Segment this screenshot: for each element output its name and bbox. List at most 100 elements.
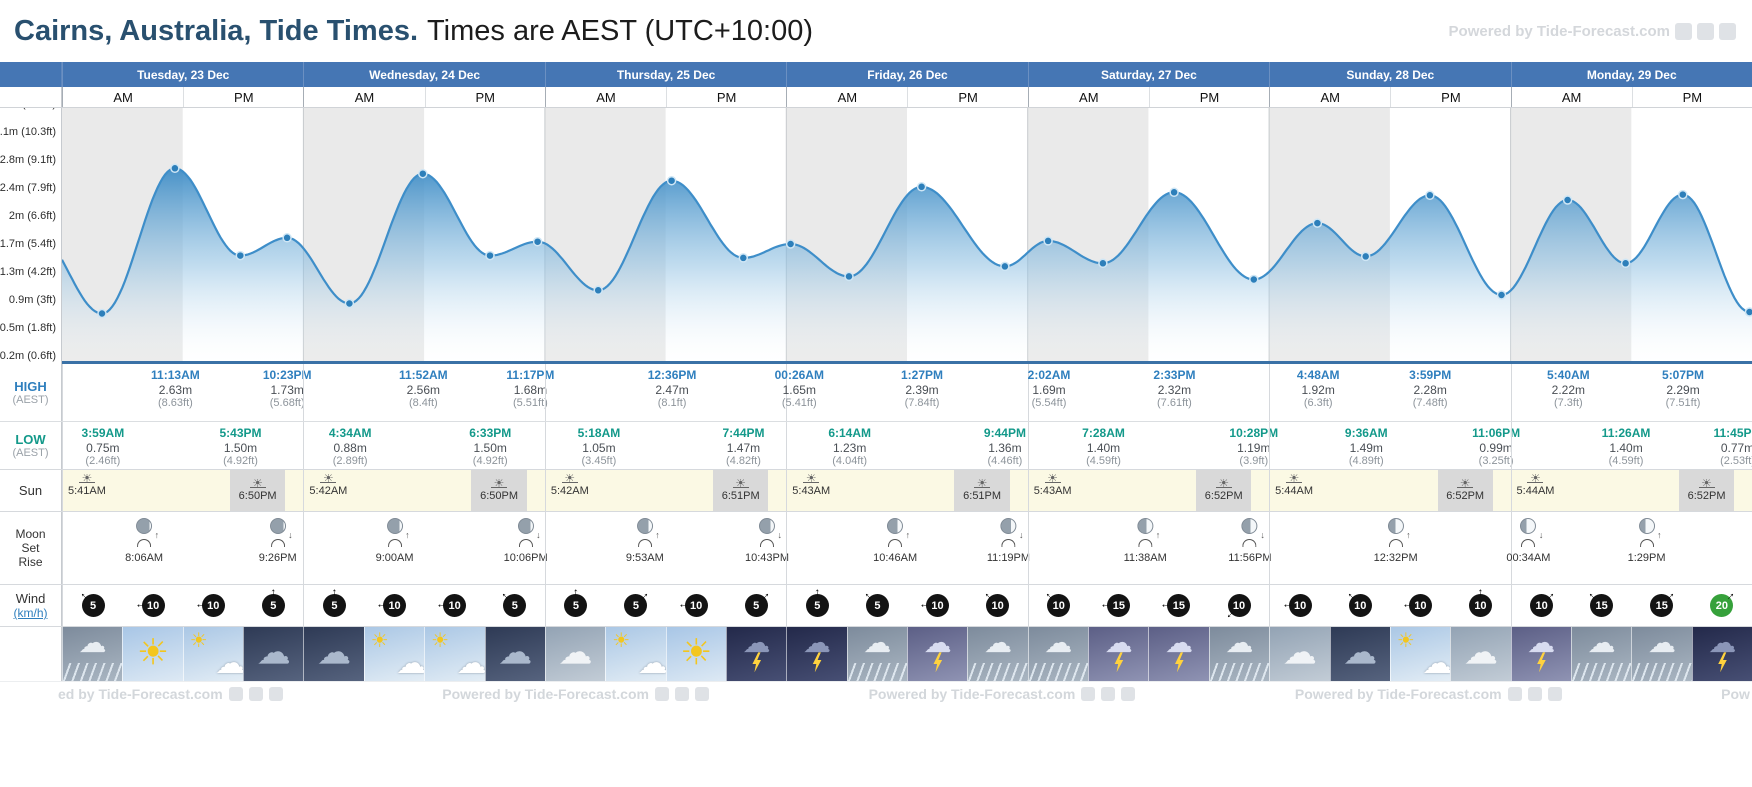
social-icon bbox=[1527, 687, 1542, 701]
moon-event: ↓ 00:34AM bbox=[1506, 518, 1550, 564]
low-tide-event: 5:18AM 1.05m (3.45ft) bbox=[578, 426, 621, 469]
high-tide-event: 5:40AM 2.22m (7.3ft) bbox=[1547, 368, 1590, 411]
weather-sun-cloud-icon bbox=[605, 627, 666, 681]
moon-rise-arrow: ↑ bbox=[1406, 530, 1411, 540]
sunrise-time: 5:42AM bbox=[550, 485, 589, 497]
moon-phase-icon bbox=[636, 518, 653, 534]
tide-time: 6:14AM bbox=[828, 426, 872, 440]
sunset-icon bbox=[1457, 479, 1474, 488]
tide-height-ft: (3.45ft) bbox=[581, 455, 617, 468]
weather-cloud-night-icon bbox=[484, 627, 545, 681]
weather-storm-night-icon bbox=[786, 627, 847, 681]
watermark-top: Powered by Tide-Forecast.com bbox=[1449, 22, 1736, 40]
sunset-block: 6:50PM bbox=[229, 470, 286, 511]
weather-cloud-icon bbox=[1450, 627, 1511, 681]
moon-rise-label: Rise bbox=[18, 555, 43, 569]
horizon-arc bbox=[1639, 539, 1654, 547]
tide-height-ft: (3.25ft) bbox=[1478, 455, 1514, 468]
moon-rise-arrow: ↑ bbox=[655, 530, 660, 540]
wind-badge: 20 bbox=[1705, 589, 1738, 622]
tide-point bbox=[485, 250, 495, 261]
tide-height-m: 1.68m bbox=[513, 382, 548, 397]
am-label: AM bbox=[1561, 89, 1582, 105]
weather-cloud-night-icon bbox=[243, 627, 304, 681]
am-label: AM bbox=[1079, 89, 1099, 105]
y-axis-label: 1.7m (5.4ft) bbox=[0, 238, 56, 250]
wind-day-cell: 5 10 10 5 bbox=[303, 585, 544, 626]
tide-height-m: 1.40m bbox=[1609, 440, 1643, 455]
y-axis-label: 0.9m (3ft) bbox=[8, 294, 56, 306]
tide-time: 5:18AM bbox=[577, 426, 621, 440]
high-tide-event: 4:48AM 1.92m (6.3ft) bbox=[1297, 368, 1340, 411]
tide-point bbox=[532, 236, 543, 247]
moon-rise-icon: ↑ bbox=[637, 531, 660, 547]
moon-set-arrow: ↓ bbox=[1538, 530, 1544, 540]
wind-badge: 5 bbox=[801, 589, 834, 622]
tide-height-ft: (7.3ft) bbox=[1553, 397, 1583, 410]
sunset-time: 6:50PM bbox=[480, 490, 519, 502]
tide-height-m: 1.36m bbox=[988, 440, 1022, 455]
tide-height-ft: (7.61ft) bbox=[1157, 397, 1192, 410]
tide-height-m: 2.32m bbox=[1157, 382, 1192, 397]
wind-direction-arrow bbox=[1638, 582, 1685, 629]
low-tide-event: 3:59AM 0.75m (2.46ft) bbox=[82, 426, 125, 469]
high-tide-event: 11:13AM 2.63m (8.63ft) bbox=[151, 368, 200, 411]
sunset-icon bbox=[1215, 479, 1232, 488]
moon-phase-icon bbox=[386, 518, 403, 534]
weather-rain-icon bbox=[1570, 627, 1632, 681]
tide-height-ft: (4.46ft) bbox=[987, 455, 1023, 468]
footer-watermark: Pow bbox=[1721, 686, 1750, 702]
tide-height-m: 2.29m bbox=[1666, 382, 1700, 397]
high-tide-day-cell: 11:13AM 2.63m (8.63ft) 10:23PM 1.73m (5.68ft) bbox=[62, 364, 312, 421]
tide-height-ft: (4.92ft) bbox=[472, 455, 508, 468]
tide-height-ft: (5.51ft) bbox=[512, 397, 548, 410]
tide-height-ft: (5.54ft) bbox=[1031, 397, 1067, 410]
tide-time: 5:40AM bbox=[1546, 368, 1590, 382]
sun-day-cell: 6:52PM 5:44AM bbox=[1269, 470, 1511, 511]
wind-badge: 10 bbox=[378, 589, 411, 622]
moon-time: 8:06AM bbox=[125, 552, 164, 564]
tide-time: 9:36AM bbox=[1344, 426, 1388, 440]
sunrise-time: 5:43AM bbox=[1033, 485, 1072, 497]
moon-time: 10:06PM bbox=[503, 552, 548, 564]
y-axis-label: 3.5m (11.5ft) bbox=[0, 108, 56, 111]
sunset-time: 6:52PM bbox=[1204, 490, 1243, 502]
wind-badge: 10 bbox=[981, 589, 1014, 622]
moon-event: ↓ 10:06PM bbox=[504, 518, 548, 564]
footer-watermark-text: ed by Tide-Forecast.com bbox=[58, 686, 223, 702]
tide-time: 3:59AM bbox=[81, 426, 125, 440]
am-label: AM bbox=[1320, 89, 1340, 105]
moon-rise-icon: ↑ bbox=[1138, 531, 1160, 547]
high-tide-day-cell: 5:40AM 2.22m (7.3ft) 5:07PM 2.29m (7.51ft) bbox=[1510, 364, 1752, 421]
weather-sunny-icon bbox=[665, 627, 726, 681]
tide-point bbox=[282, 233, 292, 243]
tide-height-m: 1.50m bbox=[223, 440, 258, 455]
tide-time: 11:45PM bbox=[1713, 426, 1752, 440]
sunset-icon bbox=[1698, 479, 1715, 488]
moon-event: ↑ 11:38AM bbox=[1124, 518, 1167, 564]
tide-time: 10:28PM bbox=[1229, 426, 1279, 440]
sunrise-label: 5:42AM bbox=[551, 474, 589, 497]
low-tide-row-label: LOW (AEST) bbox=[0, 422, 62, 469]
moon-event: ↓ 9:26PM bbox=[259, 518, 297, 564]
weather-cloud-night-icon bbox=[303, 627, 364, 681]
low-tide-day-cell: 9:36AM 1.49m (4.89ft) 11:06PM 0.99m (3.25ft) bbox=[1269, 422, 1520, 469]
wind-direction-arrow bbox=[318, 589, 351, 622]
moon-day-cell: ↑ 10:46AM ↓ 11:19PM bbox=[786, 512, 1030, 584]
wind-direction-arrow bbox=[974, 582, 1021, 629]
tide-height-m: 1.49m bbox=[1349, 440, 1383, 455]
wind-badge: 15 bbox=[1645, 589, 1678, 622]
sunrise-label: 5:43AM bbox=[1034, 474, 1072, 497]
tide-height-ft: (4.59ft) bbox=[1086, 455, 1121, 468]
horizon-arc bbox=[1242, 539, 1257, 547]
moon-phase-icon bbox=[887, 518, 904, 534]
tide-height-m: 0.88m bbox=[333, 440, 367, 455]
high-label: HIGH bbox=[14, 378, 47, 394]
tide-point bbox=[1678, 189, 1688, 200]
moon-time: 1:29PM bbox=[1627, 552, 1666, 564]
tide-height-m: 2.22m bbox=[1551, 382, 1585, 397]
moon-time: 10:46AM bbox=[873, 552, 918, 564]
weather-sunny-icon bbox=[122, 627, 183, 681]
sunrise-time: 5:41AM bbox=[68, 485, 106, 497]
wind-unit-link[interactable]: (km/h) bbox=[13, 606, 48, 620]
